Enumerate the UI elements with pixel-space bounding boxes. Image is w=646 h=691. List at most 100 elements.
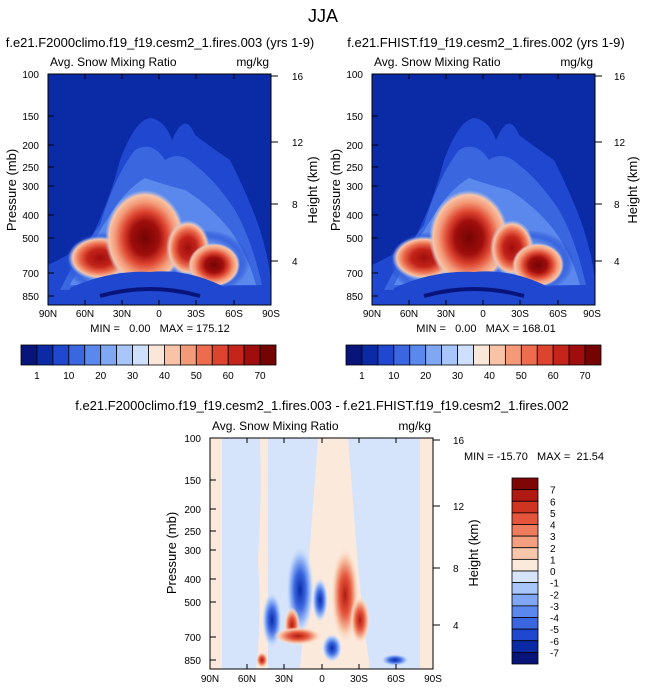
y-ticks-right: 16 12 8 4	[433, 436, 465, 632]
colorbar-box	[361, 344, 379, 366]
colorbar-box	[164, 344, 181, 366]
y-tick-label: 200	[22, 141, 39, 152]
colorbar-label: -1	[550, 579, 559, 590]
right-tick-label: 16	[453, 436, 465, 447]
x-tick-label: 60S	[387, 674, 405, 685]
colorbar-box	[511, 500, 539, 514]
page-title: JJA	[308, 6, 338, 26]
x-tick-label: 30N	[113, 309, 131, 320]
colorbar-label: -7	[550, 648, 559, 659]
colorbar-label: 0	[550, 567, 556, 578]
colorbar-label: 30	[452, 371, 464, 382]
colorbar-box	[20, 344, 38, 366]
right-tick-label: 4	[614, 257, 620, 268]
colorbar-label: 20	[95, 371, 107, 382]
colorbar-box	[511, 535, 539, 549]
y-tick-label: 150	[184, 476, 201, 487]
y-axis-label-right: Height (km)	[305, 156, 320, 223]
x-tick-label: 90S	[583, 309, 601, 320]
y-tick-label: 400	[22, 211, 39, 222]
right-tick-label: 8	[614, 200, 620, 211]
right-tick-label: 4	[292, 257, 298, 268]
colorbar-label: 50	[191, 371, 203, 382]
x-tick-label: 60S	[225, 309, 243, 320]
y-tick-label: 250	[184, 527, 201, 538]
x-tick-label: 60S	[549, 309, 567, 320]
y-tick-label: 300	[346, 182, 363, 193]
right-tick-label: 12	[292, 138, 304, 149]
panel-subtitle-right: mg/kg	[560, 55, 593, 69]
panel-difference: f.e21.F2000climo.f19_f19.cesm2_1.fires.0…	[75, 398, 604, 685]
colorbar-box	[441, 344, 458, 366]
colorbar-label: 1	[34, 371, 40, 382]
colorbar-box	[511, 477, 539, 491]
min-max-stats: MIN = 0.00 MAX = 175.12	[90, 323, 229, 335]
colorbar-box	[243, 344, 261, 366]
colorbar-box	[473, 344, 490, 366]
colorbar-box	[511, 617, 539, 630]
colorbar-box	[425, 344, 443, 366]
min-max-stats: MIN = -15.70 MAX = 21.54	[464, 451, 604, 463]
colorbar-box	[393, 344, 411, 366]
y-tick-label: 150	[22, 112, 39, 123]
right-tick-label: 8	[453, 564, 459, 575]
x-ticks: 90N 60N 30N 0 30S 60S 90S	[363, 74, 601, 320]
y-ticks-left: 100 150 200 250 300 400 500 700 850	[22, 70, 54, 303]
colorbar-label: 60	[223, 371, 235, 382]
panel-title: f.e21.F2000climo.f19_f19.cesm2_1.fires.0…	[6, 35, 315, 50]
y-tick-label: 300	[184, 546, 201, 557]
colorbar: 1 10 20 30 40 50 60 70	[20, 344, 277, 382]
x-tick-label: 90S	[424, 674, 442, 685]
colorbar-label: 40	[484, 371, 496, 382]
y-tick-label: 850	[22, 292, 39, 303]
panel-subtitle-left: Avg. Snow Mixing Ratio	[212, 419, 339, 433]
colorbar-box	[511, 593, 539, 607]
colorbar-box	[211, 344, 229, 366]
colorbar-label: 20	[420, 371, 432, 382]
x-tick-label: 30S	[187, 309, 205, 320]
colorbar-label: 70	[255, 371, 267, 382]
x-tick-label: 60N	[238, 674, 256, 685]
panel-subtitle-left: Avg. Snow Mixing Ratio	[50, 55, 177, 69]
colorbar-label: 2	[550, 544, 556, 555]
y-tick-label: 100	[346, 70, 363, 81]
x-tick-label: 90N	[363, 309, 381, 320]
colorbar-label: 1	[359, 371, 365, 382]
panel-title: f.e21.FHIST.f19_f19.cesm2_1.fires.002 (y…	[347, 35, 624, 50]
panel-subtitle-right: mg/kg	[398, 419, 431, 433]
colorbar-label: -3	[550, 602, 559, 613]
colorbar-label: 1	[550, 555, 556, 566]
panel-control: f.e21.F2000climo.f19_f19.cesm2_1.fires.0…	[4, 35, 320, 382]
colorbar-box	[100, 344, 118, 366]
colorbar: 1 10 20 30 40 50 60 70	[345, 344, 602, 382]
contour-field	[372, 74, 595, 305]
y-axis-label-right: Height (km)	[625, 156, 640, 223]
colorbar-label: 3	[550, 532, 556, 543]
y-tick-label: 700	[184, 633, 201, 644]
x-tick-label: 60N	[76, 309, 94, 320]
y-axis-label: Pressure (mb)	[4, 149, 19, 231]
colorbar-label: 4	[550, 521, 556, 532]
y-tick-label: 400	[346, 211, 363, 222]
colorbar-box	[489, 344, 506, 366]
y-ticks-right: 16 12 8 4	[595, 72, 626, 268]
colorbar-box	[259, 344, 277, 366]
colorbar-box	[36, 344, 54, 366]
colorbar-label: 30	[127, 371, 139, 382]
colorbar-label: 70	[580, 371, 592, 382]
y-tick-label: 700	[346, 269, 363, 280]
colorbar-box	[84, 344, 102, 366]
colorbar-label: -6	[550, 637, 559, 648]
x-ticks: 90N 60N 30N 0 30S 60S 90S	[201, 438, 442, 685]
colorbar-box	[511, 570, 539, 584]
colorbar-box	[568, 344, 586, 366]
y-tick-label: 150	[346, 112, 363, 123]
colorbar-label: 60	[548, 371, 560, 382]
colorbar-box	[504, 344, 522, 366]
colorbar-box	[511, 605, 539, 618]
y-tick-label: 300	[22, 182, 39, 193]
y-ticks-right: 16 12 8 4	[271, 72, 304, 268]
y-tick-label: 700	[22, 269, 39, 280]
colorbar-box	[179, 344, 197, 366]
